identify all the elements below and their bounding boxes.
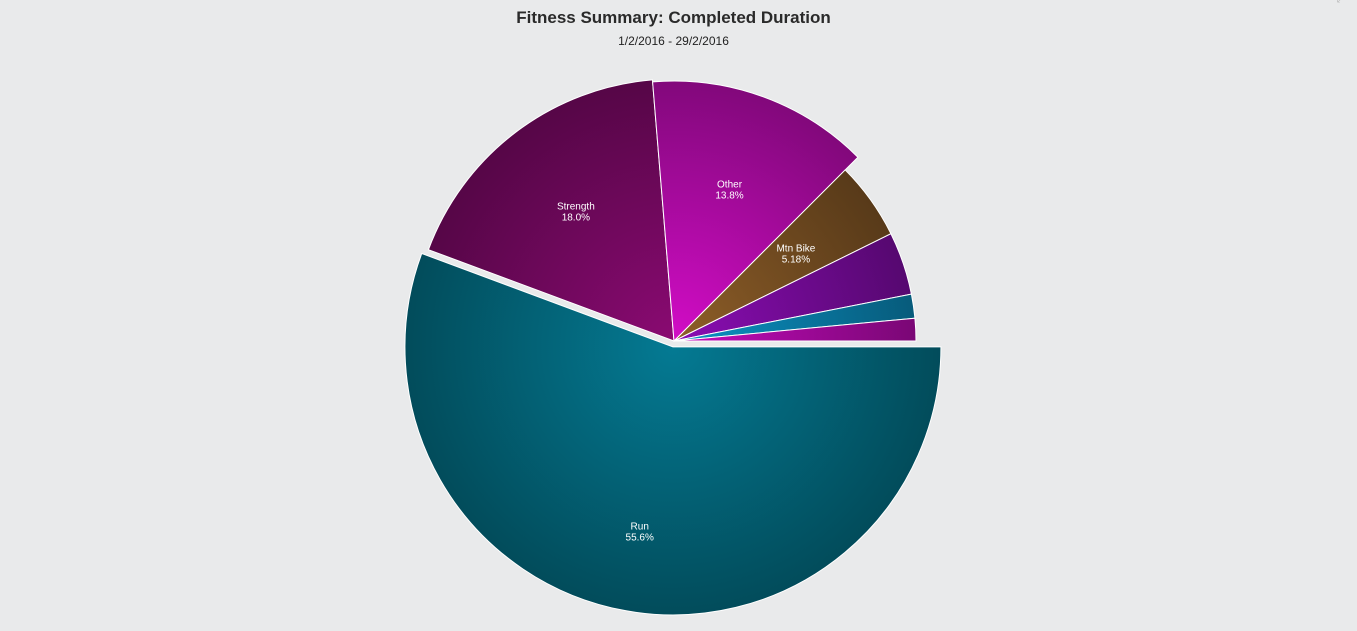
- pie-slice-strength[interactable]: [427, 79, 675, 342]
- slice-label-percent: 5.18%: [782, 255, 810, 266]
- slice-label-percent: 13.8%: [715, 191, 743, 202]
- slice-label-name: Strength: [557, 202, 595, 213]
- minimize-icon[interactable]: —: [1321, 0, 1337, 5]
- resize-icon[interactable]: ⤢: [1337, 0, 1351, 5]
- chart-subtitle: 1/2/2016 - 29/2/2016: [618, 34, 729, 48]
- slice-label-name: Mtn Bike: [776, 244, 815, 255]
- pie-slice-unlabeled-6[interactable]: [673, 317, 917, 342]
- slice-label-percent: 18.0%: [562, 213, 590, 224]
- pie-slice-other[interactable]: [652, 80, 859, 343]
- pie-slice-run[interactable]: [404, 252, 942, 616]
- window-controls[interactable]: —⤢: [1321, 0, 1351, 5]
- slice-label-percent: 55.6%: [626, 533, 654, 544]
- slice-label-name: Other: [717, 180, 743, 191]
- chart-title: Fitness Summary: Completed Duration: [516, 8, 831, 27]
- slice-label-name: Run: [631, 522, 649, 533]
